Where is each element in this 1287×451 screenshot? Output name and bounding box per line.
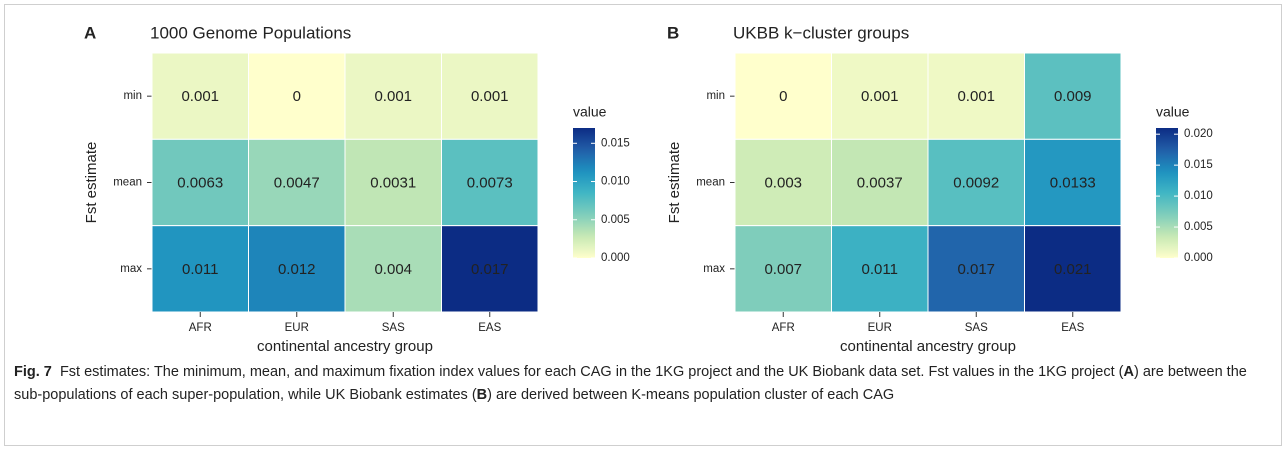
cell-label: 0.011 <box>182 261 218 278</box>
colorbar-tick-label: 0.000 <box>1184 252 1213 264</box>
colorbar-tick-label: 0.010 <box>601 176 630 188</box>
heat-cell <box>831 225 929 313</box>
cell-label: 0.004 <box>374 261 412 278</box>
x-tick-label: AFR <box>772 322 795 334</box>
y-tick-label: mean <box>113 177 142 189</box>
colorbar-tick-label: 0.015 <box>1184 159 1213 171</box>
heat-cell <box>831 52 929 140</box>
cell-label: 0.001 <box>861 88 899 105</box>
cell-label: 0.0133 <box>1050 174 1096 191</box>
figure: A 1000 Genome Populations min 0.001 0 0.001 0.… <box>83 23 1213 355</box>
cell-label: 0.0063 <box>177 174 223 191</box>
x-tick-label: EUR <box>868 322 892 334</box>
figure-frame <box>4 4 1282 446</box>
heat-cell <box>831 138 929 227</box>
x-axis-title: continental ancestry group <box>257 338 433 355</box>
cell-label: 0.001 <box>374 88 412 105</box>
x-tick-label: AFR <box>189 322 212 334</box>
colorbar-tick-label: 0.020 <box>1184 128 1213 140</box>
caption-text: ) are between the sub-populations of eac… <box>14 364 1247 403</box>
y-tick-label: min <box>123 90 142 102</box>
colorbar <box>573 128 595 258</box>
caption-label: Fig. 7 <box>14 364 52 380</box>
heat-cell <box>151 225 249 313</box>
colorbar-tick-label: 0.015 <box>601 137 630 149</box>
y-tick-label: mean <box>696 177 725 189</box>
cell-label: 0.0073 <box>467 174 513 191</box>
heat-cell <box>734 138 832 227</box>
y-tick-label: min <box>706 90 725 102</box>
x-axis-title: continental ancestry group <box>840 338 1016 355</box>
legend-title: value <box>573 104 607 120</box>
heat-cell <box>734 225 832 313</box>
cell-label: 0.001 <box>471 88 509 105</box>
heat-cell <box>927 138 1025 227</box>
cell-label: 0.009 <box>1054 88 1092 105</box>
y-axis-title: Fst estimate <box>666 142 683 224</box>
heat-cell <box>441 138 539 227</box>
x-tick-label: EUR <box>285 322 309 334</box>
colorbar <box>1156 128 1178 258</box>
heat-cell <box>927 225 1025 313</box>
caption-ref: B <box>476 387 488 403</box>
y-tick-label: max <box>703 263 725 275</box>
heat-cell <box>441 225 539 313</box>
panel-label: A <box>84 23 96 42</box>
cell-label: 0.012 <box>278 261 316 278</box>
x-tick-label: EAS <box>1061 322 1084 334</box>
x-tick-label: EAS <box>478 322 501 334</box>
panel-label: B <box>667 23 679 42</box>
heat-cell <box>344 225 442 313</box>
caption: Fig. 7 Fst estimates: The minimum, mean,… <box>14 361 1269 407</box>
x-tick-label: SAS <box>965 322 988 334</box>
cell-label: 0.021 <box>1054 261 1092 278</box>
cell-label: 0.003 <box>764 174 802 191</box>
cell-label: 0.001 <box>181 88 219 105</box>
heat-cell <box>734 52 832 140</box>
legend-title: value <box>1156 104 1190 120</box>
caption-text: Fst estimates: The minimum, mean, and ma… <box>59 364 1124 380</box>
heat-cell <box>1024 52 1122 140</box>
colorbar-tick-label: 0.000 <box>601 252 630 264</box>
x-tick-label: SAS <box>382 322 405 334</box>
y-tick-label: max <box>120 263 142 275</box>
cell-label: 0.007 <box>764 261 802 278</box>
heat-cell <box>441 52 539 140</box>
cell-label: 0.001 <box>957 88 995 105</box>
cell-label: 0.0092 <box>953 174 999 191</box>
cell-label: 0.017 <box>471 261 509 278</box>
heat-cell <box>248 138 346 227</box>
colorbar-tick-label: 0.010 <box>1184 190 1213 202</box>
chart-title: UKBB k−cluster groups <box>733 23 909 42</box>
heat-cell <box>151 138 249 227</box>
caption-ref: A <box>1123 364 1134 380</box>
cell-label: 0.0047 <box>274 174 320 191</box>
cell-label: 0 <box>293 88 301 105</box>
colorbar-tick-label: 0.005 <box>1184 221 1213 233</box>
heat-cell <box>151 52 249 140</box>
cell-label: 0.011 <box>862 261 898 278</box>
cell-label: 0.017 <box>957 261 995 278</box>
y-axis-title: Fst estimate <box>83 142 100 224</box>
chart-title: 1000 Genome Populations <box>150 23 351 42</box>
caption-text: ) are derived between K-means population… <box>487 387 895 403</box>
cell-label: 0.0037 <box>857 174 903 191</box>
heat-cell <box>1024 138 1122 227</box>
cell-label: 0.0031 <box>370 174 416 191</box>
colorbar-tick-label: 0.005 <box>601 214 630 226</box>
cell-label: 0 <box>779 88 787 105</box>
